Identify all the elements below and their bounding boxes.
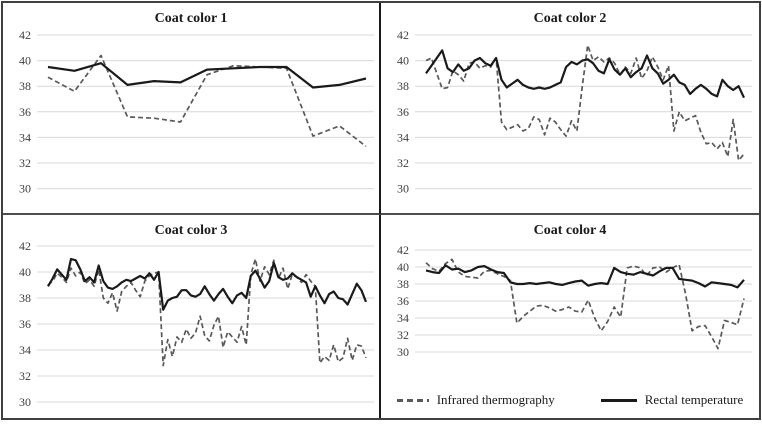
legend-item-infrared-thermography: Infrared thermography [396, 392, 555, 408]
legend-item-rectal-temperature: Rectal temperature [600, 392, 744, 408]
solid-line-swatch-icon [600, 398, 637, 402]
svg-text:38: 38 [19, 291, 31, 305]
svg-text:30: 30 [397, 182, 409, 196]
line-chart-coat-color-1: 42 40 38 36 34 32 30 [19, 29, 374, 196]
panel-title-coat-color-1: Coat color 1 [154, 11, 228, 26]
svg-text:36: 36 [397, 105, 409, 119]
svg-text:32: 32 [19, 369, 31, 383]
panel-coat-color-3: Coat color 3 42 40 38 36 34 32 30 [3, 215, 381, 418]
svg-text:32: 32 [397, 328, 409, 342]
dashed-line-swatch-icon [396, 398, 429, 402]
svg-text:40: 40 [397, 54, 409, 68]
svg-text:42: 42 [397, 243, 409, 257]
figure-frame: Coat color 1 42 40 38 36 34 32 30 Coat color 2… [1, 1, 761, 420]
panel-title-coat-color-2: Coat color 2 [533, 11, 607, 26]
line-chart-coat-color-4: 42 40 38 36 34 32 30 [397, 243, 752, 359]
svg-text:30: 30 [397, 345, 409, 359]
panel-title-coat-color-3: Coat color 3 [154, 223, 228, 238]
svg-text:40: 40 [19, 265, 31, 279]
chart-legend: Infrared thermography Rectal temperature [381, 387, 759, 413]
svg-text:42: 42 [19, 29, 31, 42]
panel-coat-color-4: Coat color 4 42 40 38 36 34 32 30 Infrared the… [381, 215, 759, 418]
svg-text:32: 32 [397, 156, 409, 170]
svg-text:34: 34 [19, 343, 31, 357]
svg-text:36: 36 [19, 317, 31, 331]
legend-label: Rectal temperature [644, 392, 744, 407]
panel-coat-color-1: Coat color 1 42 40 38 36 34 32 30 [3, 3, 381, 215]
svg-text:34: 34 [397, 311, 409, 325]
line-chart-coat-color-2: 42 40 38 36 34 32 30 [397, 29, 752, 196]
svg-text:38: 38 [19, 79, 31, 93]
svg-text:42: 42 [19, 241, 31, 253]
legend-label: Infrared thermography [436, 392, 555, 407]
svg-text:34: 34 [19, 130, 31, 144]
panel-coat-color-2: Coat color 2 42 40 38 36 34 32 30 [381, 3, 759, 215]
svg-text:40: 40 [397, 260, 409, 274]
svg-text:36: 36 [19, 105, 31, 119]
svg-text:30: 30 [19, 395, 31, 409]
svg-text:32: 32 [19, 156, 31, 170]
svg-text:38: 38 [397, 277, 409, 291]
svg-text:42: 42 [397, 29, 409, 42]
panel-title-coat-color-4: Coat color 4 [533, 223, 607, 238]
line-chart-coat-color-3: 42 40 38 36 34 32 30 [19, 241, 374, 409]
svg-text:36: 36 [397, 294, 409, 308]
svg-text:30: 30 [19, 182, 31, 196]
svg-text:34: 34 [397, 130, 409, 144]
svg-text:38: 38 [397, 79, 409, 93]
svg-text:40: 40 [19, 54, 31, 68]
